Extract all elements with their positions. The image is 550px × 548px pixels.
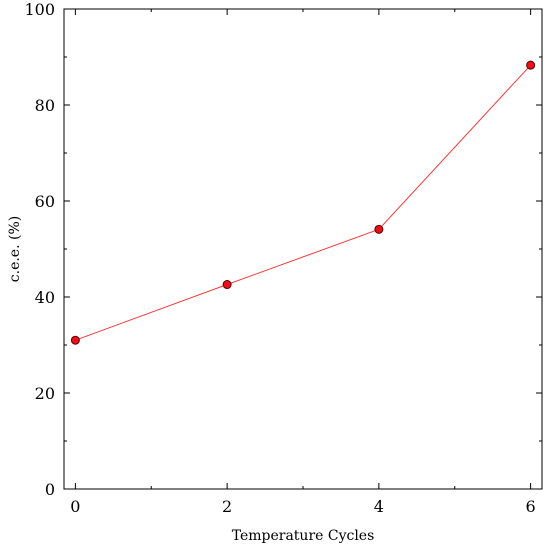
data-point bbox=[526, 60, 536, 70]
axis-ticks bbox=[64, 8, 542, 490]
y-tick-label: 40 bbox=[35, 288, 55, 307]
y-tick-label: 100 bbox=[24, 0, 55, 19]
x-tick-label: 6 bbox=[526, 497, 536, 516]
y-tick-label: 60 bbox=[35, 192, 55, 211]
x-tick-label: 4 bbox=[374, 497, 384, 516]
data-point bbox=[222, 280, 232, 290]
x-tick-label: 0 bbox=[70, 497, 80, 516]
plot-frame bbox=[63, 8, 543, 490]
data-point bbox=[70, 335, 80, 345]
y-tick-label: 80 bbox=[35, 96, 55, 115]
x-axis-title: Temperature Cycles bbox=[232, 528, 375, 544]
data-point bbox=[374, 224, 384, 234]
series-group bbox=[70, 60, 536, 345]
y-tick-label: 0 bbox=[45, 480, 55, 499]
x-tick-label: 2 bbox=[222, 497, 232, 516]
y-axis-title: c.e.e. (%) bbox=[7, 216, 23, 282]
y-tick-label: 20 bbox=[35, 384, 55, 403]
series-line bbox=[75, 64, 531, 341]
